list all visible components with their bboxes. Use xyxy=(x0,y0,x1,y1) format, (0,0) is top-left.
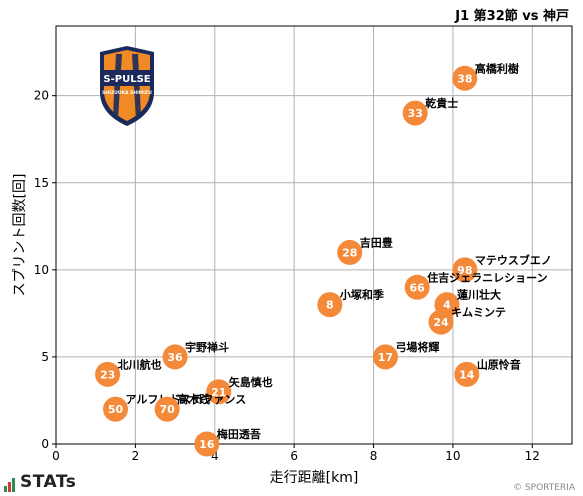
credit-text: © SPORTERIA xyxy=(513,483,575,493)
point-marker xyxy=(95,361,121,387)
point-number: 28 xyxy=(342,246,357,259)
point-number: 14 xyxy=(459,368,475,381)
point-name: アルフレドステファンス xyxy=(126,393,247,406)
point-marker xyxy=(452,65,478,91)
point-number: 21 xyxy=(211,386,226,399)
point-number: 33 xyxy=(408,107,423,120)
plot-frame xyxy=(55,25,573,445)
point-name: 北川航也 xyxy=(118,357,162,371)
brand-name: STATs xyxy=(20,472,77,492)
y-tick-label: 20 xyxy=(34,89,49,103)
point-marker xyxy=(337,239,363,265)
x-tick-label: 10 xyxy=(445,449,460,463)
point-number: 38 xyxy=(457,72,472,85)
point-name: 吉田豊 xyxy=(360,235,393,249)
x-axis-label: 走行距離[km] xyxy=(270,469,359,486)
x-tick-label: 2 xyxy=(132,449,140,463)
data-point: 4 蓮川壮大 xyxy=(434,288,501,318)
point-name: 住吉ジェラニレショーン xyxy=(427,270,547,284)
bar-chart-icon xyxy=(4,473,16,492)
point-marker xyxy=(404,274,430,300)
svg-text:S-PULSE: S-PULSE xyxy=(103,74,150,85)
point-name: 梅田透吾 xyxy=(217,427,261,441)
y-tick-label: 10 xyxy=(34,263,49,277)
point-number: 50 xyxy=(108,403,124,416)
point-marker xyxy=(402,100,428,126)
point-number: 24 xyxy=(433,316,449,329)
point-number: 66 xyxy=(410,281,426,294)
point-number: 23 xyxy=(100,368,115,381)
y-axis-label: スプリント回数[回] xyxy=(12,174,28,297)
y-tick-label: 5 xyxy=(41,350,49,364)
x-tick-label: 8 xyxy=(370,449,378,463)
point-marker xyxy=(372,344,398,370)
data-point: 8 小塚和季 xyxy=(317,288,385,318)
point-marker xyxy=(454,361,480,387)
point-number: 70 xyxy=(159,403,175,416)
point-marker xyxy=(194,431,220,457)
point-name: 高橋利樹 xyxy=(475,61,519,75)
team-emblem: S-PULSE SHIZUOKA SHIMIZU xyxy=(100,46,154,126)
point-marker xyxy=(317,292,343,318)
point-name: 宇野禅斗 xyxy=(185,340,229,354)
point-number: 98 xyxy=(457,264,472,277)
point-marker xyxy=(103,396,129,422)
x-tick-label: 4 xyxy=(211,449,219,463)
chart-title: J1 第32節 vs 神戸 xyxy=(455,9,569,24)
x-tick-label: 6 xyxy=(290,449,298,463)
point-name: キムミンテ xyxy=(451,306,506,319)
y-tick-label: 0 xyxy=(41,437,49,451)
point-marker xyxy=(162,344,188,370)
point-number: 8 xyxy=(326,299,334,312)
point-number: 36 xyxy=(167,351,183,364)
point-name: 乾貴士 xyxy=(425,96,458,110)
x-tick-label: 0 xyxy=(52,449,60,463)
stats-logo: STATs xyxy=(4,472,76,492)
svg-text:SHIZUOKA SHIMIZU: SHIZUOKA SHIMIZU xyxy=(102,90,152,96)
point-marker xyxy=(154,396,180,422)
point-name: 小塚和季 xyxy=(339,288,385,302)
point-name: 高木践 xyxy=(177,392,210,406)
x-tick-label: 12 xyxy=(525,449,540,463)
point-number: 4 xyxy=(443,299,451,312)
point-marker xyxy=(206,379,232,405)
point-name: 蓮川壮大 xyxy=(457,288,501,302)
point-marker xyxy=(428,309,454,335)
point-name: 山原怜音 xyxy=(477,357,521,371)
point-number: 16 xyxy=(199,438,215,451)
point-name: マテウスブエノ xyxy=(475,253,552,267)
y-tick-label: 15 xyxy=(34,176,49,190)
point-number: 17 xyxy=(378,351,393,364)
point-marker xyxy=(452,257,478,283)
point-name: 弓場将輝 xyxy=(395,340,439,354)
point-name: 矢島慎也 xyxy=(229,375,273,389)
